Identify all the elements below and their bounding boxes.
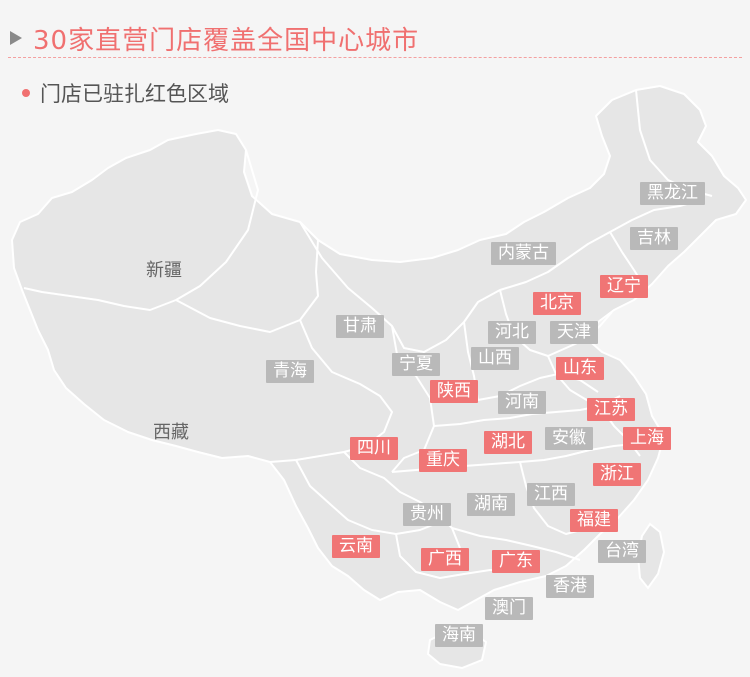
province-tag-shandong[interactable]: 山东 bbox=[556, 357, 604, 380]
province-tag-gansu[interactable]: 甘肃 bbox=[336, 315, 384, 338]
province-tag-jiangsu[interactable]: 江苏 bbox=[587, 398, 635, 421]
province-tag-tianjin[interactable]: 天津 bbox=[550, 321, 598, 344]
province-tag-ningxia[interactable]: 宁夏 bbox=[392, 353, 440, 376]
legend-text: 门店已驻扎红色区域 bbox=[40, 82, 229, 106]
province-tag-sichuan[interactable]: 四川 bbox=[350, 437, 398, 460]
province-tag-qinghai[interactable]: 青海 bbox=[266, 360, 314, 383]
province-tag-heilongjiang[interactable]: 黑龙江 bbox=[640, 182, 705, 205]
province-tag-shanghai[interactable]: 上海 bbox=[623, 427, 671, 450]
province-tag-anhui[interactable]: 安徽 bbox=[545, 427, 593, 450]
bullet-dot-icon bbox=[22, 89, 30, 97]
province-tag-shaanxi[interactable]: 陕西 bbox=[430, 380, 478, 403]
china-mainland-shape bbox=[11, 85, 747, 611]
province-name-xizang: 西藏 bbox=[153, 422, 189, 443]
province-tag-guizhou[interactable]: 贵州 bbox=[403, 503, 451, 526]
province-tag-aomen[interactable]: 澳门 bbox=[485, 597, 533, 620]
province-name-xinjiang: 新疆 bbox=[146, 260, 182, 281]
province-tag-taiwan[interactable]: 台湾 bbox=[598, 540, 646, 563]
province-tag-chongqing[interactable]: 重庆 bbox=[419, 449, 467, 472]
page-title: 30家直营门店覆盖全国中心城市 bbox=[33, 26, 420, 56]
province-tag-guangdong[interactable]: 广东 bbox=[492, 550, 540, 573]
province-tag-neimenggu[interactable]: 内蒙古 bbox=[491, 242, 556, 265]
province-tag-shanxi[interactable]: 山西 bbox=[471, 347, 519, 370]
province-tag-zhejiang[interactable]: 浙江 bbox=[593, 463, 641, 486]
province-tag-xianggang[interactable]: 香港 bbox=[546, 575, 594, 598]
province-tag-hainan[interactable]: 海南 bbox=[435, 624, 483, 647]
province-tag-jilin[interactable]: 吉林 bbox=[630, 227, 678, 250]
province-tag-jiangxi[interactable]: 江西 bbox=[527, 483, 575, 506]
province-tag-fujian[interactable]: 福建 bbox=[570, 509, 618, 532]
province-tag-hebei[interactable]: 河北 bbox=[488, 321, 536, 344]
province-tag-yunnan[interactable]: 云南 bbox=[332, 535, 380, 558]
province-tag-henan[interactable]: 河南 bbox=[498, 391, 546, 414]
province-tag-guangxi[interactable]: 广西 bbox=[421, 548, 469, 571]
province-tag-hunan[interactable]: 湖南 bbox=[467, 493, 515, 516]
province-tag-hubei[interactable]: 湖北 bbox=[484, 431, 532, 454]
play-triangle-icon bbox=[10, 31, 22, 45]
dashed-divider bbox=[8, 57, 742, 58]
page-header: 30家直营门店覆盖全国中心城市 bbox=[0, 0, 750, 58]
province-tag-beijing[interactable]: 北京 bbox=[533, 292, 581, 315]
province-tag-liaoning[interactable]: 辽宁 bbox=[600, 275, 648, 298]
